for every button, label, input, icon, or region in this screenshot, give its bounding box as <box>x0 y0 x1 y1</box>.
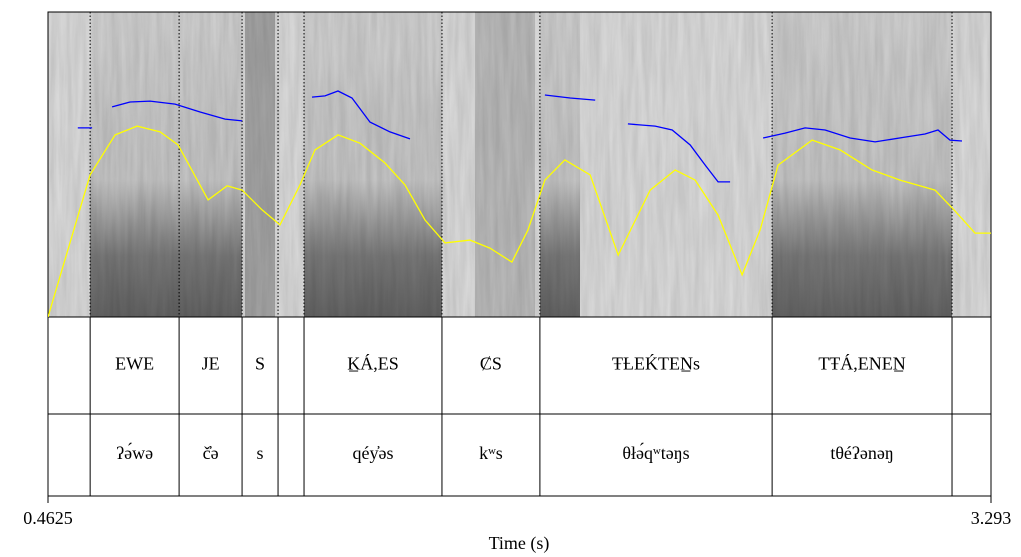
tier-label: EWE <box>115 354 154 374</box>
energy <box>772 12 952 317</box>
tier-label: ŦȽEḰTEN̲s <box>612 353 700 374</box>
tier-label: TŦÁ,ENEN̲ <box>818 353 905 374</box>
tier-label: JE <box>202 354 220 374</box>
energy <box>245 12 275 317</box>
tier-label: S <box>255 354 265 374</box>
tier-label: qéy̓əs <box>353 443 394 463</box>
x-tick-label: 0.4625 <box>23 508 73 528</box>
energy <box>304 12 442 317</box>
tier-label: ʔə́wə <box>116 442 153 463</box>
track-line <box>77 90 963 183</box>
spectrogram <box>48 12 991 317</box>
track-line <box>48 125 991 317</box>
tier-label: tθéʔənəŋ <box>830 443 893 463</box>
tier-label: kʷs <box>479 443 503 463</box>
x-axis-label: Time (s) <box>489 533 550 554</box>
tier-label: θłə́qʷtəŋs <box>622 442 689 463</box>
tier-label: ȻS <box>480 354 502 374</box>
tier-label: č̓ə <box>203 443 219 463</box>
tier-label: s <box>257 443 264 463</box>
x-tick-label: 3.293 <box>971 508 1012 528</box>
energy <box>90 12 242 317</box>
energy <box>475 12 535 317</box>
tier-label: K̲Á,ES <box>347 353 399 374</box>
frame <box>47 11 992 497</box>
